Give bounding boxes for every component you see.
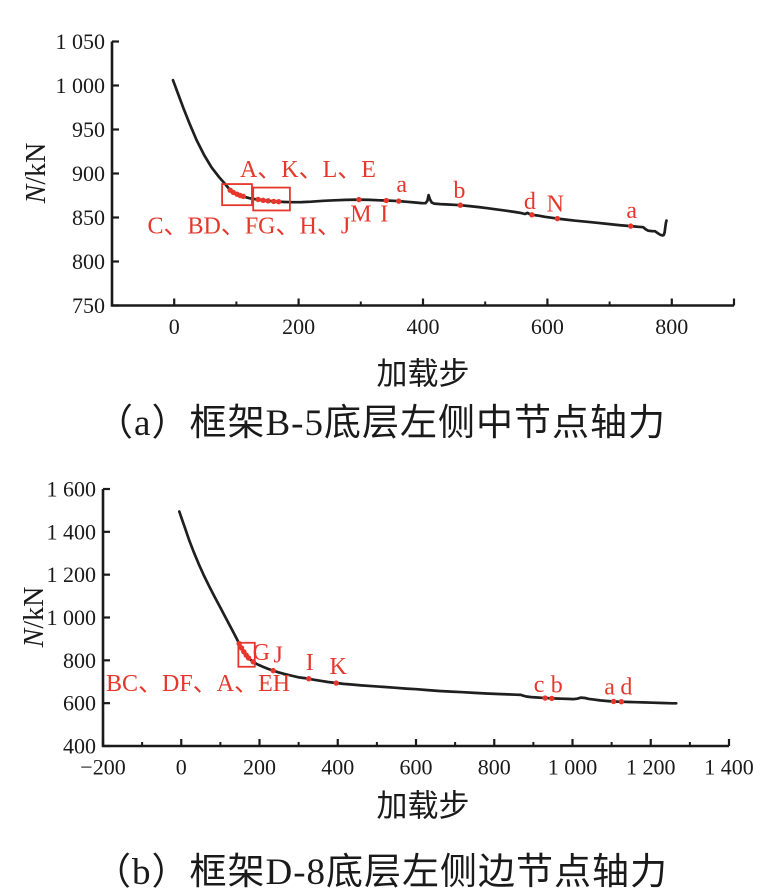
marker-label: J xyxy=(274,643,283,669)
y-tick-label: 800 xyxy=(63,648,96,673)
y-tick-label: 1 400 xyxy=(47,519,97,544)
x-tick-label: 1 400 xyxy=(704,755,754,780)
x-tick-label: 200 xyxy=(243,755,276,780)
x-tick-label: 1 200 xyxy=(626,755,676,780)
x-tick-label: 800 xyxy=(478,755,511,780)
y-tick-label: 800 xyxy=(72,249,105,274)
caption-b: （b）框架D-8底层左侧边节点轴力 xyxy=(93,852,669,893)
marker-label: d xyxy=(620,675,632,701)
marker-dot xyxy=(255,196,261,203)
zoom-box xyxy=(237,641,256,668)
marker-dot xyxy=(457,202,464,208)
y-tick-label: 900 xyxy=(72,161,105,186)
x-axis-title: 加载步 xyxy=(377,789,470,824)
marker-label: d xyxy=(524,189,536,215)
marker-label: K xyxy=(330,654,348,680)
marker-label: c xyxy=(534,672,545,698)
marker-label: M xyxy=(350,202,371,228)
marker-label: G xyxy=(253,640,270,666)
marker-dot xyxy=(610,698,617,705)
y-tick-label: 1 600 xyxy=(47,477,97,502)
x-tick-label: −200 xyxy=(80,755,125,780)
y-axis-title: N/kN xyxy=(19,587,50,649)
marker-label: b xyxy=(453,178,465,204)
marker-label: I xyxy=(380,202,388,228)
marker-label: N xyxy=(547,192,564,218)
marker-dot xyxy=(236,640,242,647)
marker-label: b xyxy=(551,672,563,698)
x-tick-label: 0 xyxy=(176,755,187,780)
marker-dot xyxy=(383,197,390,204)
y-tick-label: 1 000 xyxy=(56,73,106,98)
y-tick-label: 400 xyxy=(63,734,96,759)
marker-dot xyxy=(240,193,246,200)
marker-dot xyxy=(275,198,282,205)
x-tick-label: 600 xyxy=(400,755,433,780)
marker-dot xyxy=(529,212,535,218)
marker-dot xyxy=(396,198,402,204)
marker-dot xyxy=(306,676,312,682)
annotation: C、BD、FG、H、J xyxy=(147,213,350,239)
y-axis-title: N/kN xyxy=(21,143,52,205)
marker-dot xyxy=(356,196,362,203)
axes xyxy=(101,489,729,748)
marker-label: a xyxy=(604,674,615,700)
x-tick-label: 200 xyxy=(282,314,315,339)
chart-b: 400 600 800 1 000 1 200 1 400 1 600 −200 0 200 400… xyxy=(19,477,754,824)
marker-dot xyxy=(333,680,339,686)
x-tick-label: 800 xyxy=(655,314,688,339)
annotation: A、K、L、E xyxy=(240,157,376,183)
marker-dot xyxy=(250,659,256,665)
marker-dot xyxy=(245,655,252,661)
y-tick-label: 600 xyxy=(63,691,96,716)
y-tick-label: 1 050 xyxy=(56,29,106,54)
zoom-box xyxy=(252,186,291,212)
marker-dot xyxy=(554,215,561,222)
marker-label: a xyxy=(626,198,637,224)
marker-dot xyxy=(271,198,277,205)
marker-label: I xyxy=(306,650,314,676)
y-tick-label: 1 000 xyxy=(47,605,97,630)
marker-dot xyxy=(270,667,276,674)
axes xyxy=(110,41,734,307)
x-tick-label: 0 xyxy=(169,314,180,339)
marker-dot xyxy=(618,699,625,705)
y-tick-label: 950 xyxy=(72,117,105,142)
annotation: BC、DF、A、EH xyxy=(106,671,290,697)
chart-a: 750 800 850 900 950 1 000 1 050 0 200 400 600 800 加载… xyxy=(21,29,736,392)
zoom-box xyxy=(221,183,253,207)
marker-dot xyxy=(542,695,548,701)
y-tick-label: 750 xyxy=(72,293,105,318)
x-axis-title: 加载步 xyxy=(377,357,470,392)
x-tick-label: 400 xyxy=(321,755,354,780)
marker-dot xyxy=(265,198,271,204)
y-tick-label: 850 xyxy=(72,205,105,230)
marker-dot xyxy=(549,695,555,702)
marker-label: a xyxy=(396,172,407,198)
marker-dot xyxy=(628,223,634,229)
x-tick-label: 600 xyxy=(531,314,564,339)
marker-dot xyxy=(260,197,266,204)
y-tick-label: 1 200 xyxy=(47,562,97,587)
caption-a: （a）框架B-5底层左侧中节点轴力 xyxy=(96,403,666,444)
x-tick-label: 1 000 xyxy=(548,755,598,780)
x-tick-label: 400 xyxy=(407,314,440,339)
